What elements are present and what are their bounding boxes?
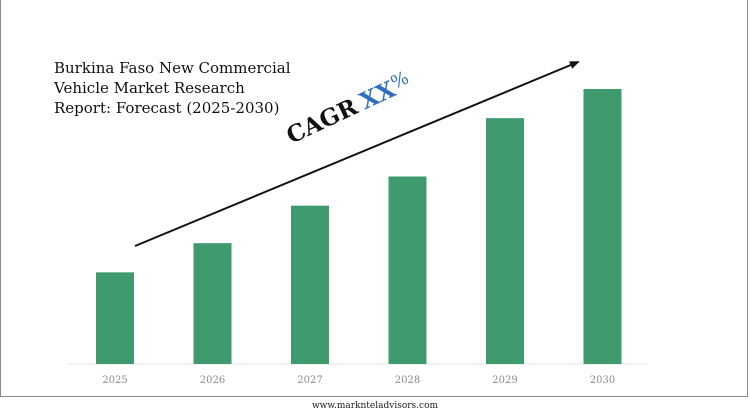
x-tick-label-2029: 2029 — [492, 375, 517, 386]
x-tick-label-2030: 2030 — [590, 375, 615, 386]
cagr-trend-arrow — [134, 61, 580, 247]
x-tick-label-2027: 2027 — [297, 375, 322, 386]
chart-title: Burkina Faso New Commercial Vehicle Mark… — [54, 59, 291, 117]
bar-2029 — [486, 118, 524, 365]
bar-2030 — [583, 89, 622, 364]
bar-2028 — [388, 176, 427, 364]
x-tick-label-2026: 2026 — [200, 375, 225, 386]
bar-2025 — [96, 272, 134, 364]
bar-chart: 2025 2026 2027 2028 2029 2030 — [68, 61, 648, 386]
x-tick-label-2025: 2025 — [102, 375, 127, 386]
bar-series — [96, 89, 622, 365]
footer-website: www.marknteladvisors.com — [311, 401, 439, 411]
x-tick-label-2028: 2028 — [395, 375, 420, 386]
bar-2026 — [193, 243, 232, 364]
x-tick-labels: 2025 2026 2027 2028 2029 2030 — [102, 375, 615, 386]
bar-2027 — [291, 205, 329, 364]
